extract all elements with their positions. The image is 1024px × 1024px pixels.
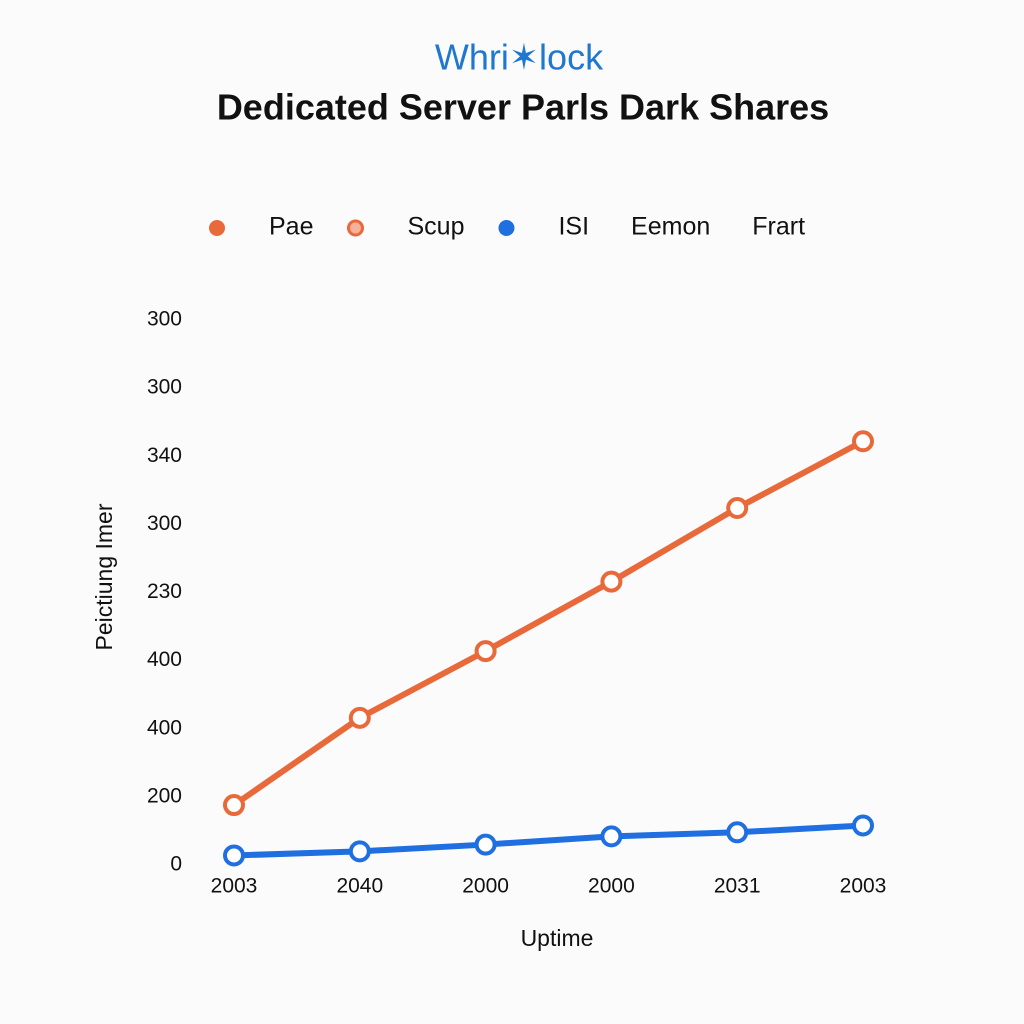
series-line bbox=[231, 438, 866, 809]
x-tick-label: 2000 bbox=[462, 875, 509, 898]
y-tick-label: 300 bbox=[147, 376, 182, 399]
data-point bbox=[600, 825, 623, 848]
y-tick-label: 340 bbox=[147, 444, 182, 467]
x-tick-label: 2040 bbox=[336, 875, 383, 898]
legend-label: Pae bbox=[269, 213, 313, 241]
y-tick-label: 400 bbox=[147, 716, 182, 739]
data-point bbox=[223, 844, 245, 867]
data-point bbox=[600, 570, 623, 593]
y-tick-label: 400 bbox=[147, 648, 182, 671]
x-tick-label: 2003 bbox=[840, 875, 887, 898]
x-tick-label: 2031 bbox=[714, 875, 761, 898]
series-line bbox=[231, 822, 866, 859]
data-point bbox=[726, 821, 749, 844]
legend-label: Frart bbox=[752, 213, 805, 241]
x-tick-label: 2000 bbox=[588, 875, 635, 898]
data-point bbox=[474, 833, 497, 856]
data-point bbox=[852, 430, 874, 453]
y-tick-label: 200 bbox=[147, 784, 182, 807]
legend-label: ISI bbox=[558, 213, 589, 241]
data-point bbox=[852, 814, 874, 837]
y-axis-label: Peictiung Imer bbox=[91, 503, 117, 650]
legend-marker bbox=[498, 220, 515, 236]
y-tick-label: 0 bbox=[170, 853, 182, 876]
legend-label: Eemon bbox=[631, 213, 710, 241]
chart-title: Dedicated Server Parls Dark Shares bbox=[217, 87, 829, 128]
legend-label: Scup bbox=[407, 213, 464, 241]
data-point bbox=[223, 794, 245, 817]
brand: Whri✶lock bbox=[435, 37, 604, 78]
legend-marker bbox=[209, 220, 225, 236]
data-point bbox=[348, 840, 371, 863]
x-axis-label: Uptime bbox=[521, 925, 594, 951]
data-point bbox=[348, 706, 371, 729]
y-tick-label: 300 bbox=[147, 512, 182, 535]
data-point bbox=[726, 497, 749, 520]
y-tick-label: 300 bbox=[147, 308, 182, 331]
legend-marker bbox=[346, 219, 364, 237]
x-tick-label: 2003 bbox=[211, 875, 258, 898]
y-tick-label: 230 bbox=[147, 580, 182, 603]
data-point bbox=[474, 640, 497, 663]
